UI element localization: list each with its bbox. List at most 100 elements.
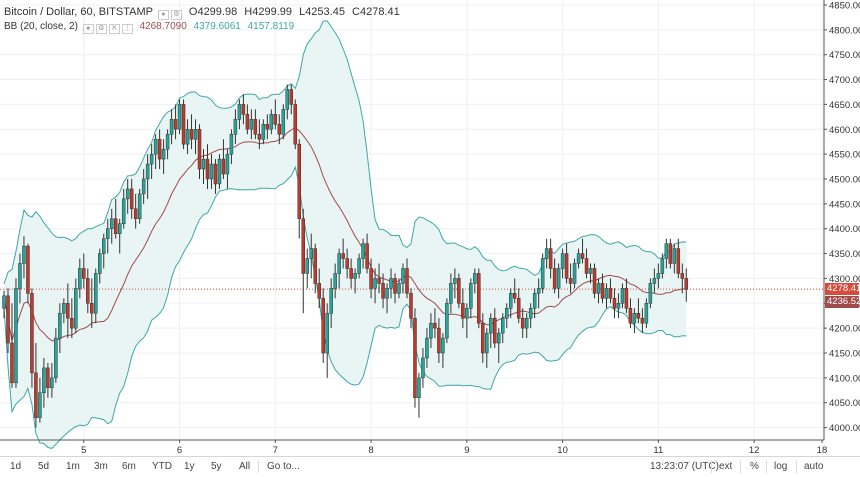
- y-tick-label: 4500.00: [829, 174, 860, 185]
- candle-down: [293, 104, 298, 145]
- candle-up: [357, 258, 361, 274]
- candle-up: [429, 322, 433, 339]
- ohlc-open: O4299.98: [188, 6, 238, 18]
- axes: [0, 0, 825, 441]
- candle-down: [413, 317, 417, 398]
- indicator-more-icon[interactable]: ⋮: [121, 24, 133, 34]
- goto-date-button[interactable]: Go to...: [267, 461, 300, 472]
- candle-down: [313, 248, 317, 284]
- candle-down: [481, 322, 485, 354]
- range-5y[interactable]: 5y: [211, 461, 222, 472]
- candle-down: [257, 133, 262, 140]
- candle-down: [640, 317, 645, 324]
- candle-down: [405, 268, 409, 294]
- toolbar-divider: [766, 460, 767, 473]
- percent-scale-toggle[interactable]: %: [750, 461, 759, 472]
- y-tick-label: 4550.00: [829, 150, 860, 161]
- candle-up: [18, 263, 22, 289]
- candle-down: [265, 124, 270, 130]
- candle-up: [385, 288, 389, 299]
- indicator-settings-icon[interactable]: ⚙: [95, 24, 107, 34]
- candle-up: [233, 119, 238, 135]
- ext-hours-toggle[interactable]: ext: [719, 461, 733, 472]
- candle-down: [34, 372, 38, 418]
- candle-down: [516, 298, 521, 319]
- auto-scale-toggle[interactable]: auto: [804, 461, 824, 472]
- range-ytd[interactable]: YTD: [152, 461, 172, 472]
- candle-up: [425, 337, 429, 359]
- x-tick-label: 10: [557, 445, 568, 456]
- candle-down: [133, 208, 138, 220]
- candle-up: [389, 278, 393, 289]
- candle-up: [489, 317, 493, 334]
- candle-down: [369, 268, 373, 289]
- candle-up: [445, 303, 449, 339]
- ohlc-close: C4278.41: [352, 6, 400, 18]
- candle-up: [329, 288, 333, 314]
- candle-down: [437, 327, 441, 354]
- candle-down: [301, 218, 305, 274]
- candle-down: [628, 307, 633, 324]
- candle-up: [449, 283, 453, 304]
- candle-down: [612, 298, 617, 309]
- candle-up: [161, 148, 166, 160]
- candle-down: [317, 283, 321, 299]
- candle-up: [361, 243, 365, 259]
- candle-down: [433, 322, 437, 329]
- range-3m[interactable]: 3m: [94, 461, 108, 472]
- candle-down: [86, 278, 90, 304]
- candle-up: [473, 273, 477, 284]
- candle-down: [461, 303, 465, 319]
- x-tick-label: 8: [368, 445, 373, 456]
- visibility-toggle-icon[interactable]: ●: [157, 10, 169, 20]
- candle-down: [676, 248, 681, 274]
- x-tick-label: 18: [817, 445, 828, 456]
- candle-up: [14, 288, 18, 384]
- candle-down: [253, 119, 258, 135]
- range-6m[interactable]: 6m: [122, 461, 136, 472]
- candle-down: [26, 245, 30, 294]
- candle-down: [636, 312, 641, 319]
- bb-basis-value: 4268.7090: [139, 21, 187, 32]
- candle-up: [596, 283, 601, 294]
- candle-down: [197, 129, 202, 170]
- candle-up: [261, 124, 266, 140]
- candle-up: [285, 89, 290, 110]
- candle-up: [333, 273, 337, 289]
- range-5d[interactable]: 5d: [38, 461, 50, 472]
- candle-up: [652, 278, 657, 284]
- range-1m[interactable]: 1m: [66, 461, 80, 472]
- toolbar-divider: [796, 460, 797, 473]
- candle-down: [297, 143, 302, 220]
- candle-up: [309, 248, 313, 259]
- indicator-remove-icon[interactable]: ✕: [108, 24, 120, 34]
- indicator-visibility-icon[interactable]: ●: [82, 24, 94, 34]
- candle-up: [421, 357, 425, 379]
- candles: [2, 84, 689, 428]
- candle-up: [141, 178, 146, 195]
- candle-up: [165, 133, 170, 150]
- candle-up: [536, 288, 541, 294]
- clock-time: 13:23:07 (UTC): [650, 461, 719, 472]
- bottom-toolbar: 1d 5d 1m 3m 6m YTD 1y 5y All Go to... 13…: [0, 456, 860, 477]
- candle-up: [137, 193, 142, 220]
- candle-down: [580, 253, 585, 259]
- y-tick-label: 4400.00: [829, 224, 860, 235]
- indicator-title: BB (20, close, 2): [4, 21, 78, 32]
- candle-up: [102, 238, 106, 254]
- candle-down: [624, 288, 629, 309]
- log-scale-toggle[interactable]: log: [774, 461, 788, 472]
- candle-up: [109, 218, 114, 229]
- candle-up: [588, 268, 593, 274]
- range-all[interactable]: All: [239, 461, 251, 472]
- candle-down: [277, 124, 282, 135]
- candle-up: [672, 248, 677, 264]
- candle-up: [524, 317, 529, 329]
- candle-down: [600, 283, 605, 299]
- range-1y[interactable]: 1y: [184, 461, 195, 472]
- range-1d[interactable]: 1d: [10, 461, 22, 472]
- candle-up: [38, 392, 42, 418]
- y-tick-label: 4650.00: [829, 100, 860, 111]
- x-tick-label: 5: [81, 445, 86, 456]
- settings-icon[interactable]: ⚙: [170, 10, 182, 20]
